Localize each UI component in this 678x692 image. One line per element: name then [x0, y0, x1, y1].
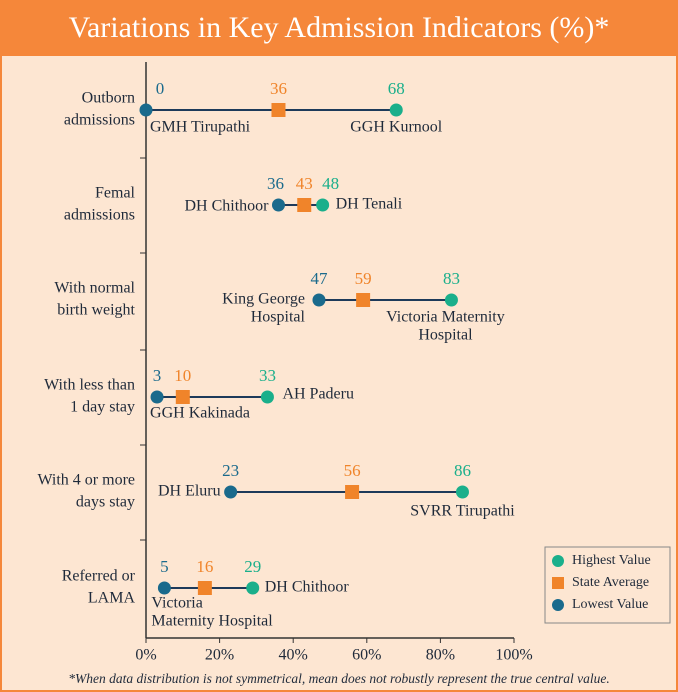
highest-dot — [389, 103, 403, 117]
value-label: 48 — [322, 174, 339, 193]
category-label: Referred or — [62, 568, 136, 585]
legend-label: State Average — [572, 575, 649, 590]
value-label: 5 — [160, 557, 169, 576]
average-marker — [197, 581, 212, 595]
lowest-dot — [157, 581, 171, 595]
value-label: 86 — [454, 461, 471, 480]
point-label: GGH Kurnool — [350, 119, 443, 136]
value-label: 47 — [310, 269, 328, 288]
value-label: 10 — [174, 366, 191, 385]
average-marker — [297, 198, 312, 212]
highest-dot — [246, 581, 260, 595]
highest-dot — [444, 293, 458, 307]
average-marker — [175, 390, 190, 404]
category-label: admissions — [64, 112, 135, 129]
lowest-dot — [271, 198, 285, 212]
lowest-dot — [139, 103, 153, 117]
point-label: Hospital — [251, 309, 306, 326]
title-bar — [0, 0, 678, 56]
x-tick-label: 0% — [135, 647, 156, 664]
category-label: 1 day stay — [70, 399, 135, 416]
category-label: With less than — [44, 377, 135, 394]
value-label: 83 — [443, 269, 460, 288]
legend-swatch — [552, 555, 564, 567]
legend-swatch — [552, 577, 564, 589]
value-label: 68 — [388, 79, 405, 98]
value-label: 0 — [156, 79, 165, 98]
value-label: 43 — [296, 174, 313, 193]
x-tick-label: 40% — [279, 647, 308, 664]
point-label: SVRR Tirupathi — [410, 503, 515, 520]
legend-swatch — [552, 599, 564, 611]
lowest-dot — [224, 485, 238, 499]
point-label: DH Tenali — [336, 196, 403, 213]
legend-box — [544, 546, 671, 624]
value-label: 16 — [196, 557, 213, 576]
point-label: DH Eluru — [158, 483, 221, 500]
value-label: 29 — [244, 557, 261, 576]
value-label: 36 — [267, 174, 284, 193]
value-label: 23 — [222, 461, 239, 480]
point-label: GMH Tirupathi — [150, 119, 251, 136]
footnote: *When data distribution is not symmetric… — [68, 671, 609, 686]
value-label: 36 — [270, 79, 287, 98]
legend-label: Lowest Value — [572, 597, 648, 612]
point-label: Victoria — [151, 595, 202, 612]
category-label: Femal — [95, 185, 136, 202]
point-label: Hospital — [418, 327, 473, 344]
category-label: With 4 or more — [37, 472, 135, 489]
highest-dot — [260, 390, 274, 404]
average-marker — [356, 293, 371, 307]
lowest-dot — [150, 390, 164, 404]
category-label: LAMA — [88, 590, 136, 607]
category-label: admissions — [64, 207, 135, 224]
average-marker — [345, 485, 360, 499]
point-label: DH Chithoor — [184, 198, 269, 215]
legend-label: Highest Value — [572, 553, 651, 568]
category-label: birth weight — [57, 302, 135, 319]
average-marker — [271, 103, 286, 117]
x-tick-label: 60% — [352, 647, 381, 664]
x-tick-label: 80% — [426, 647, 455, 664]
chart-title: Variations in Key Admission Indicators (… — [69, 11, 610, 44]
value-label: 59 — [355, 269, 372, 288]
value-label: 33 — [259, 366, 276, 385]
x-tick-label: 100% — [495, 647, 532, 664]
value-label: 3 — [153, 366, 162, 385]
category-label: Outborn — [82, 90, 135, 107]
value-label: 56 — [344, 461, 361, 480]
point-label: DH Chithoor — [265, 579, 350, 596]
highest-dot — [316, 198, 330, 212]
point-label: King George — [222, 291, 305, 308]
point-label: GGH Kakinada — [150, 405, 250, 422]
category-label: With normal — [54, 280, 135, 297]
lowest-dot — [312, 293, 326, 307]
point-label: Victoria Maternity — [386, 309, 505, 326]
point-label: Maternity Hospital — [151, 613, 273, 630]
highest-dot — [455, 485, 469, 499]
point-label: AH Paderu — [282, 386, 354, 403]
category-label: days stay — [76, 494, 135, 511]
x-tick-label: 20% — [205, 647, 234, 664]
